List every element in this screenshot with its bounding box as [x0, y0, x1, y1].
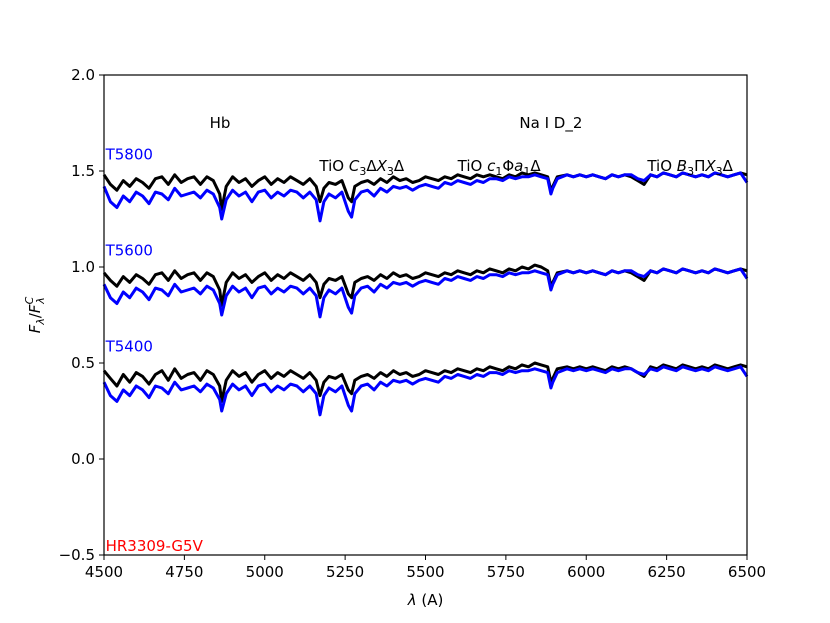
- ticks-layer: 4500 4750 5000 5250 5500 5750 6000 6250 6500 −0.5…: [59, 66, 767, 581]
- y-tick-label: 1.5: [71, 162, 95, 180]
- y-tick-label: 2.0: [71, 66, 95, 84]
- tio-band-label: TiO C3ΔX3Δ: [318, 157, 404, 178]
- spectrum-line-model-0.5: [102, 365, 749, 417]
- y-tick-label: −0.5: [59, 546, 95, 564]
- x-tick-label: 6000: [567, 563, 605, 581]
- line-annotation: Na I D_2: [519, 114, 582, 133]
- x-tick-label: 5750: [487, 563, 525, 581]
- x-tick-label: 6250: [648, 563, 686, 581]
- star-label: HR3309-G5V: [106, 537, 204, 555]
- tio-band-label: TiO B3ΠX3Δ: [646, 157, 733, 178]
- temperature-label: T5800: [105, 145, 153, 163]
- x-tick-label: 5250: [326, 563, 364, 581]
- y-tick-label: 0.5: [71, 354, 95, 372]
- x-tick-label: 4750: [165, 563, 203, 581]
- x-tick-label: 5000: [246, 563, 284, 581]
- temperature-label: T5400: [105, 337, 153, 355]
- spectrum-line-model-1.5: [102, 171, 749, 223]
- spectrum-line-observed-1: [102, 263, 748, 307]
- tio-band-label: TiO c1Φa1Δ: [457, 157, 542, 178]
- labels-layer: T5400 T5600 T5800 HR3309-G5V Hb Na I D_2 TiO C…: [105, 114, 734, 555]
- spectrum-line-observed-1.5: [102, 171, 748, 211]
- series-layer: [102, 171, 749, 417]
- y-tick-label: 0.0: [71, 450, 95, 468]
- line-annotation: Hb: [210, 114, 231, 132]
- x-axis-label: λ (A): [407, 591, 444, 609]
- spectrum-line-model-1: [102, 267, 749, 319]
- x-tick-label: 6500: [728, 563, 766, 581]
- x-tick-label: 5500: [406, 563, 444, 581]
- y-tick-label: 1.0: [71, 258, 95, 276]
- y-axis-label: Fλ/FCλ: [23, 296, 47, 333]
- x-tick-label: 4500: [85, 563, 123, 581]
- temperature-label: T5600: [105, 241, 153, 259]
